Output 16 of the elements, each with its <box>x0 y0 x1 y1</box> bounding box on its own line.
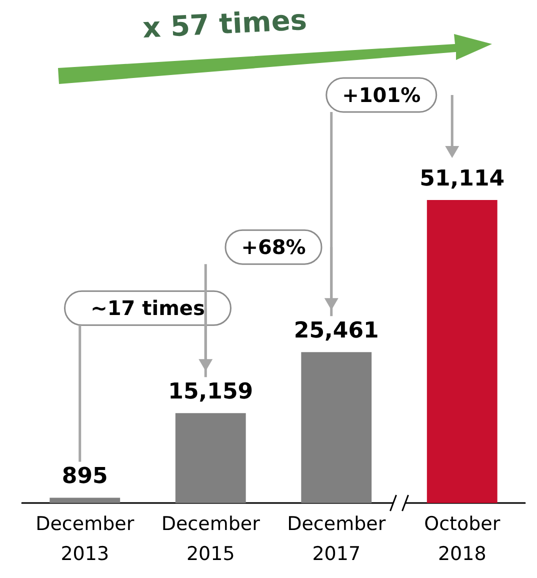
text: +101% <box>342 83 421 107</box>
bar <box>50 498 120 503</box>
x-tick-label: December 2017 <box>287 513 386 565</box>
data-label: 15,159 <box>168 380 254 405</box>
bar <box>175 413 246 503</box>
x-tick-label: December 2013 <box>36 513 134 565</box>
bar <box>301 352 372 503</box>
x-tick-label: October 2018 <box>424 513 500 565</box>
data-label: 25,461 <box>294 318 379 344</box>
x-tick-label: December 2015 <box>161 513 260 565</box>
annotation: +68% <box>241 235 306 260</box>
text: x 57 times <box>142 3 308 44</box>
data-label: 895 <box>62 464 108 490</box>
bar <box>426 200 498 503</box>
data-label: 51,114 <box>420 166 505 192</box>
annotation: ~17 times <box>90 296 205 320</box>
